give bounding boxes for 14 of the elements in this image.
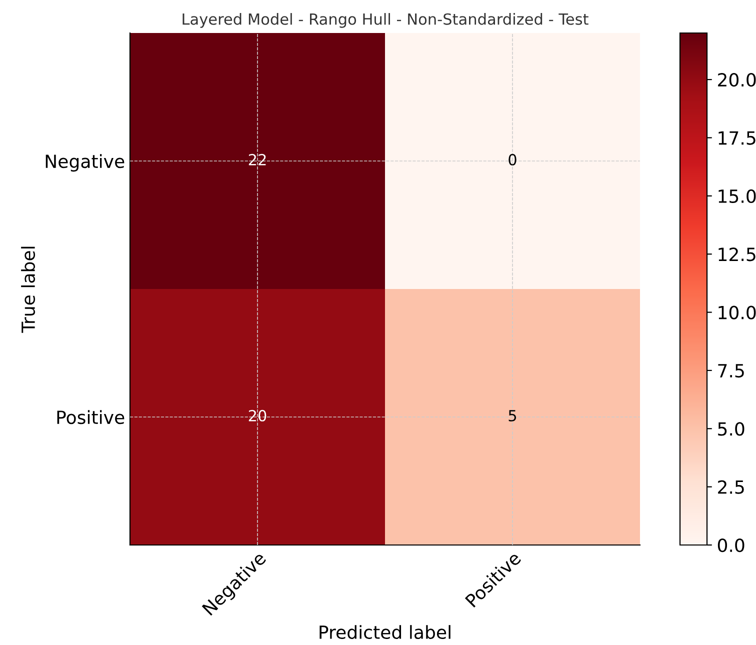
color-bar-label: 2.5: [718, 480, 744, 494]
chart-title: Layered Model - Rango Hull - Non-Standardized - Test: [182, 13, 588, 28]
data-label: 5: [508, 410, 516, 422]
x-axis-title: Predicted label: [320, 625, 450, 640]
color-bar-label: 12.5: [718, 248, 756, 262]
color-bar-label: 17.5: [718, 131, 756, 145]
color-bar-label: 10.0: [718, 306, 756, 320]
color-bar-label: 15.0: [718, 189, 756, 204]
color-bar-label: 20.0: [718, 73, 756, 87]
data-label: 0: [508, 154, 516, 166]
color-bar-label: 0.0: [718, 538, 744, 552]
color-bar-label: 5.0: [718, 422, 744, 436]
color-bar-label: 7.5: [718, 364, 744, 378]
y-axis-title: True label: [21, 246, 36, 333]
